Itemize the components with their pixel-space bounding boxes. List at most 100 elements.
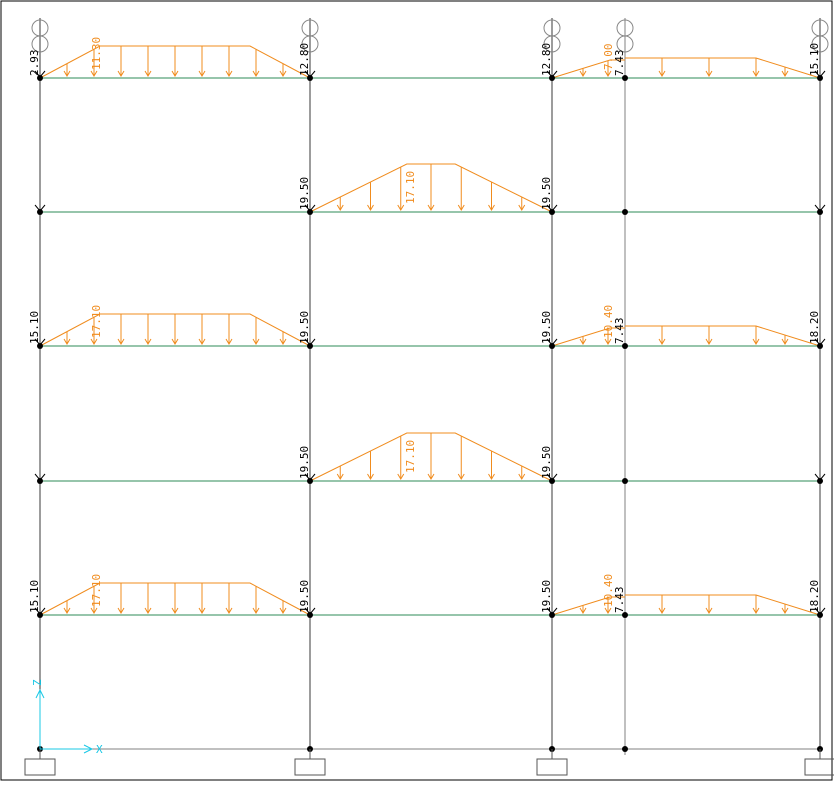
right-node-label: 12.80 <box>298 43 311 76</box>
middle-bay-load <box>309 432 553 482</box>
load-magnitude-label: 17.10 <box>90 305 103 338</box>
arrow-head-icon <box>752 607 760 614</box>
reaction-arrow-icon <box>814 607 826 615</box>
columns <box>31 18 829 755</box>
load-magnitude-label: 17.10 <box>404 440 417 473</box>
distributed-loads <box>39 45 821 616</box>
arrow-head-icon <box>144 338 152 345</box>
joint-node-icon <box>817 343 823 349</box>
arrow-head-icon <box>781 607 789 614</box>
joint-node-icon <box>549 343 555 349</box>
joint-node-icon <box>817 75 823 81</box>
reaction-arrow-icon <box>814 338 826 346</box>
load-labels: 2.93 11.30 12.80 15.10 17.10 19.50 15.10 17.10 1… <box>28 37 821 613</box>
joints <box>34 70 826 752</box>
joint-node-icon <box>622 478 628 484</box>
load-magnitude-label: 10.40 <box>602 574 615 607</box>
left-node-label: 12.80 <box>540 43 553 76</box>
arrow-head-icon <box>705 338 713 345</box>
arrow-head-icon <box>658 607 666 614</box>
support-icon <box>536 758 568 776</box>
left-node-label: 2.93 <box>28 50 41 77</box>
right-node-label: 15.10 <box>808 43 821 76</box>
arrow-head-icon <box>225 70 233 77</box>
joint-node-icon <box>817 209 823 215</box>
arrow-head-icon <box>604 70 612 77</box>
grid-bubble-icon <box>301 35 319 53</box>
arrow-head-icon <box>90 70 98 77</box>
joint-node-icon <box>549 478 555 484</box>
arrow-head-icon <box>658 70 666 77</box>
arrow-head-icon <box>604 607 612 614</box>
joint-node-icon <box>817 478 823 484</box>
arrow-head-icon <box>198 70 206 77</box>
reaction-arrow-icon <box>304 204 316 212</box>
joint-node-icon <box>622 75 628 81</box>
node-label: 7.43 <box>613 50 626 77</box>
load-magnitude-label: 11.30 <box>90 37 103 70</box>
arrow-head-icon <box>752 338 760 345</box>
left-bay-load <box>39 313 311 347</box>
reaction-arrow-icon <box>546 70 558 78</box>
load-magnitude-label: 17.10 <box>404 171 417 204</box>
arrow-head-icon <box>336 204 344 211</box>
load-magnitude-label: 10.40 <box>602 305 615 338</box>
load-magnitude-label: 7.00 <box>602 44 615 71</box>
arrow-head-icon <box>279 70 287 77</box>
right-node-label: 18.20 <box>808 311 821 344</box>
right-node-label: 19.50 <box>540 446 553 479</box>
load-outline <box>551 596 625 616</box>
reaction-arrow-icon <box>814 70 826 78</box>
arrow-head-icon <box>781 70 789 77</box>
joint-node-icon <box>307 478 313 484</box>
reaction-arrow-icon <box>304 70 316 78</box>
x-axis-label: X <box>96 743 103 756</box>
joint-node-icon <box>307 612 313 618</box>
arrow-head-icon <box>579 607 587 614</box>
x-arrow-icon <box>83 744 94 754</box>
grid-bubble-icon <box>811 35 829 53</box>
joint-node-icon <box>307 343 313 349</box>
joint-node-icon <box>307 209 313 215</box>
load-outline <box>551 327 625 347</box>
arrow-head-icon <box>427 473 435 480</box>
support-icon <box>804 758 834 776</box>
arrow-head-icon <box>518 204 526 211</box>
arrow-head-icon <box>117 338 125 345</box>
left-node-label: 19.50 <box>298 177 311 210</box>
arrow-head-icon <box>488 473 495 480</box>
z-arrow-icon <box>35 688 45 699</box>
arrow-head-icon <box>225 338 233 345</box>
joint-node-icon <box>622 343 628 349</box>
arrow-head-icon <box>579 70 587 77</box>
arrow-head-icon <box>144 70 152 77</box>
supports <box>24 749 834 776</box>
reaction-arrow-icon <box>304 473 316 481</box>
right-bay-load <box>551 325 821 347</box>
load-outline <box>625 594 821 616</box>
arrow-head-icon <box>579 338 587 345</box>
left-node-label: 15.10 <box>28 311 41 344</box>
z-axis-label: Z <box>31 679 44 686</box>
arrow-head-icon <box>90 338 98 345</box>
arrow-head-icon <box>279 607 287 614</box>
joint-node-icon <box>549 75 555 81</box>
reaction-arrow-icon <box>546 338 558 346</box>
joint-node-icon <box>37 75 43 81</box>
load-outline <box>625 57 821 79</box>
arrow-head-icon <box>457 473 465 480</box>
reaction-arrow-icon <box>34 70 46 78</box>
joint-node-icon <box>37 478 43 484</box>
left-node-label: 19.50 <box>298 446 311 479</box>
arrow-head-icon <box>63 607 71 614</box>
arrow-head-icon <box>198 338 206 345</box>
arrow-head-icon <box>397 204 405 211</box>
arrow-head-icon <box>658 338 666 345</box>
arrow-head-icon <box>171 70 179 77</box>
arrow-head-icon <box>171 607 179 614</box>
arrow-head-icon <box>752 70 760 77</box>
left-node-label: 19.50 <box>540 311 553 344</box>
grid-bubble-icon <box>616 35 634 53</box>
